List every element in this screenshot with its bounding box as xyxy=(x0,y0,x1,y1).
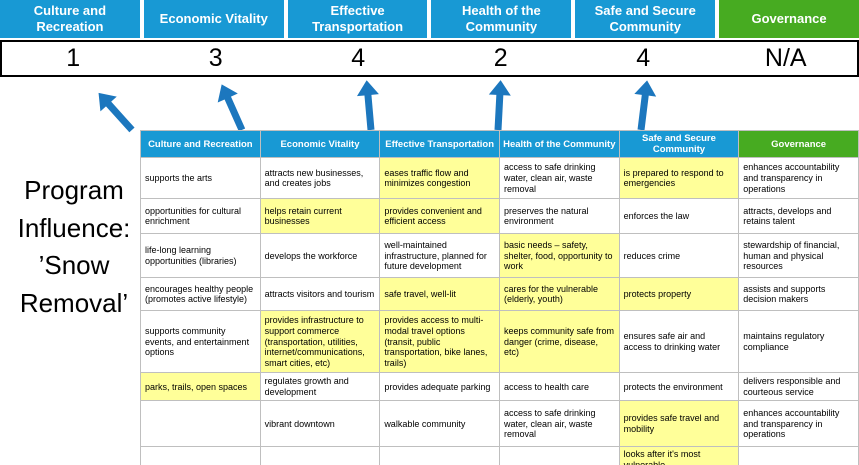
matrix-cell: regulates growth and development xyxy=(259,372,381,402)
matrix-cell: supports community events, and entertain… xyxy=(140,310,261,374)
up-arrow-icon xyxy=(210,79,254,135)
matrix-header-row: Culture and Recreation Economic Vitality E… xyxy=(140,129,859,159)
up-arrow-icon xyxy=(89,84,142,139)
matrix-cell: eases traffic flow and minimizes congest… xyxy=(379,157,500,200)
scoreboard-header-governance: Governance xyxy=(719,0,859,38)
matrix-cell: walkable community xyxy=(379,400,500,448)
up-arrow-icon xyxy=(485,79,514,131)
matrix-cell-empty xyxy=(498,446,620,465)
matrix-header-economic-vitality: Economic Vitality xyxy=(259,129,381,159)
matrix-cell: delivers responsible and courteous servi… xyxy=(738,372,859,402)
matrix-cell: looks after it's most vulnerable xyxy=(618,446,740,465)
matrix-cell: develops the workforce xyxy=(259,233,381,279)
matrix-cell-empty xyxy=(259,446,381,465)
score-safe-and-secure-community: 4 xyxy=(636,44,651,72)
matrix-cell-empty xyxy=(140,446,261,465)
matrix-cell: is prepared to respond to emergencies xyxy=(618,157,740,200)
program-title: Program Influence: ’Snow Removal’ xyxy=(17,175,131,319)
matrix-cell-empty xyxy=(379,446,500,465)
matrix-cell-empty xyxy=(140,400,261,448)
matrix-cell: preserves the natural environment xyxy=(498,198,620,235)
matrix-cell: basic needs – safety, shelter, food, opp… xyxy=(498,233,620,279)
matrix-cell: attracts visitors and tourism xyxy=(259,277,381,312)
matrix-cell: supports the arts xyxy=(140,157,261,200)
matrix-cell: cares for the vulnerable (elderly, youth… xyxy=(498,277,620,312)
matrix-cell: encourages healthy people (promotes acti… xyxy=(140,277,261,312)
scoreboard-header-economic-vitality: Economic Vitality xyxy=(143,0,284,38)
score-health-of-the-community: 2 xyxy=(493,44,508,72)
score-governance: N/A xyxy=(764,44,807,72)
matrix-cell: well-maintained infrastructure, planned … xyxy=(379,233,500,279)
matrix-cell: opportunities for cultural enrichment xyxy=(140,198,261,235)
matrix-cell: parks, trails, open spaces xyxy=(140,372,261,402)
scoreboard-header-safe-and-secure-community: Safe and Secure Community xyxy=(575,0,716,38)
matrix-row: life-long learning opportunities (librar… xyxy=(140,233,859,279)
matrix-header-safe-and-secure-community: Safe and Secure Community xyxy=(618,129,740,159)
matrix-cell: reduces crime xyxy=(618,233,740,279)
matrix-header-governance: Governance xyxy=(738,129,859,159)
matrix-cell: life-long learning opportunities (librar… xyxy=(140,233,261,279)
matrix-row: opportunities for cultural enrichment hel… xyxy=(140,198,859,235)
matrix-cell: attracts, develops and retains talent xyxy=(738,198,859,235)
matrix-cell: assists and supports decision makers xyxy=(738,277,859,312)
up-arrow-icon xyxy=(354,79,384,131)
matrix-cell: provides convenient and efficient access xyxy=(379,198,500,235)
matrix-cell: enhances accountability and transparency… xyxy=(738,157,859,200)
up-arrow-icon xyxy=(628,79,660,132)
matrix-cell: safe travel, well-lit xyxy=(379,277,500,312)
matrix-cell-empty xyxy=(738,446,859,465)
matrix-cell: ensures safe air and access to drinking … xyxy=(618,310,740,374)
matrix-cell: access to safe drinking water, clean air… xyxy=(498,400,620,448)
scoreboard-header-effective-transportation: Effective Transportation xyxy=(287,0,428,38)
matrix-cell: provides adequate parking xyxy=(379,372,500,402)
matrix-cell: enhances accountability and transparency… xyxy=(738,400,859,448)
matrix-header-culture-and-recreation: Culture and Recreation xyxy=(140,129,261,159)
score-culture-and-recreation: 1 xyxy=(66,44,81,72)
matrix-row: parks, trails, open spaces regulates grow… xyxy=(140,372,859,402)
influence-matrix: Culture and Recreation Economic Vitality E… xyxy=(140,129,859,465)
matrix-cell: stewardship of financial, human and phys… xyxy=(738,233,859,279)
matrix-row: supports community events, and entertain… xyxy=(140,310,859,374)
score-economic-vitality: 3 xyxy=(208,44,223,72)
matrix-row: looks after it's most vulnerable xyxy=(140,446,859,465)
matrix-cell: protects property xyxy=(618,277,740,312)
matrix-cell: access to health care xyxy=(498,372,620,402)
matrix-cell: access to safe drinking water, clean air… xyxy=(498,157,620,200)
matrix-cell: provides safe travel and mobility xyxy=(618,400,740,448)
matrix-row: vibrant downtown walkable community access… xyxy=(140,400,859,448)
matrix-cell: protects the environment xyxy=(618,372,740,402)
matrix-cell: provides access to multi-modal travel op… xyxy=(379,310,500,374)
matrix-cell: enforces the law xyxy=(618,198,740,235)
matrix-row: encourages healthy people (promotes acti… xyxy=(140,277,859,312)
matrix-cell: provides infrastructure to support comme… xyxy=(259,310,381,374)
matrix-cell: maintains regulatory compliance xyxy=(738,310,859,374)
matrix-cell: attracts new businesses, and creates job… xyxy=(259,157,381,200)
matrix-cell: helps retain current businesses xyxy=(259,198,381,235)
score-effective-transportation: 4 xyxy=(351,44,366,72)
matrix-cell: vibrant downtown xyxy=(259,400,381,448)
scoreboard-header-culture-and-recreation: Culture and Recreation xyxy=(0,0,140,38)
scoreboard-score-row: 1 3 4 2 4 N/A xyxy=(0,40,859,77)
matrix-header-health-of-the-community: Health of the Community xyxy=(498,129,620,159)
matrix-cell: keeps community safe from danger (crime,… xyxy=(498,310,620,374)
scoreboard-header-health-of-the-community: Health of the Community xyxy=(431,0,572,38)
matrix-header-effective-transportation: Effective Transportation xyxy=(379,129,500,159)
matrix-row: supports the arts attracts new businesses… xyxy=(140,157,859,200)
scoreboard-header-row: Culture and Recreation Economic Vitality E… xyxy=(0,0,859,38)
